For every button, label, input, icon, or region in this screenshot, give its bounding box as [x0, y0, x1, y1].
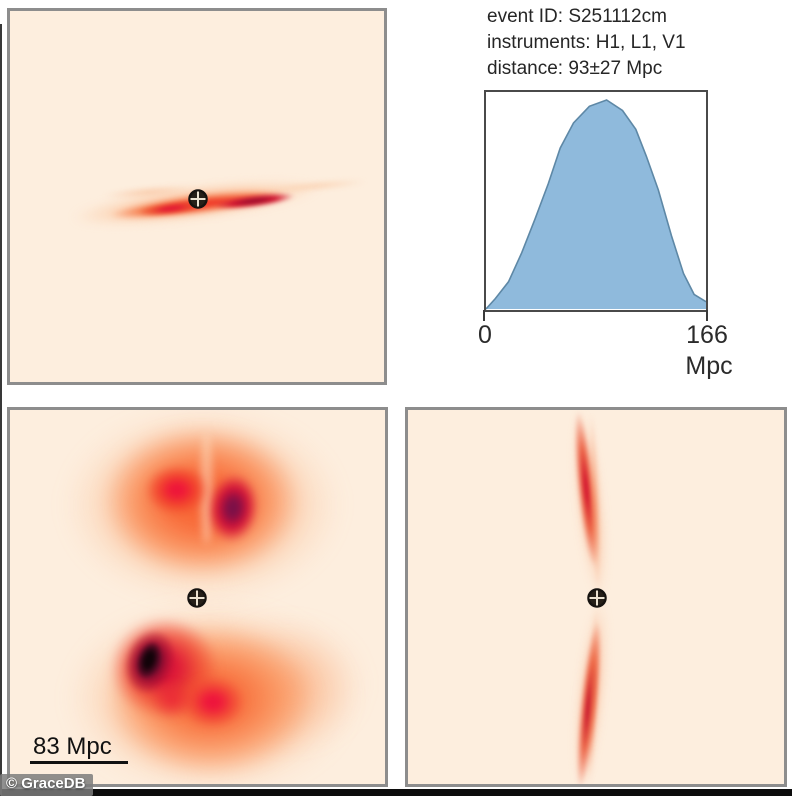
x-axis-tick-left [483, 310, 485, 321]
x-tick-label-166: 166 [686, 321, 728, 349]
x-axis-tick-right [706, 310, 708, 321]
skymap-panel-bottom-left: 83 Mpc [7, 407, 388, 787]
gracedb-watermark: © GraceDB [0, 774, 94, 796]
earth-crosshair-icon [187, 588, 207, 608]
bottom-black-bar [0, 789, 792, 796]
earth-crosshair-icon [587, 588, 607, 608]
x-tick-label-0: 0 [478, 321, 492, 349]
earth-crosshair-icon [188, 189, 208, 209]
left-edge-line [0, 24, 2, 796]
posterior-curve [486, 99, 706, 310]
probability-blob [145, 465, 209, 515]
x-axis-unit-label: Mpc [685, 352, 733, 380]
instruments-line: instruments: H1, L1, V1 [487, 32, 686, 53]
probability-blob [151, 681, 193, 719]
event-info-block: event ID: S251112cm instruments: H1, L1,… [487, 4, 686, 82]
scale-bar-line [30, 761, 128, 764]
skymap-panel-top-left [7, 8, 387, 385]
scale-bar-label: 83 Mpc [33, 733, 112, 760]
distance-posterior-chart [484, 90, 708, 312]
event-id-line: event ID: S251112cm [487, 6, 667, 27]
skymap-panel-bottom-right [405, 407, 787, 787]
distance-line: distance: 93±27 Mpc [487, 58, 663, 79]
